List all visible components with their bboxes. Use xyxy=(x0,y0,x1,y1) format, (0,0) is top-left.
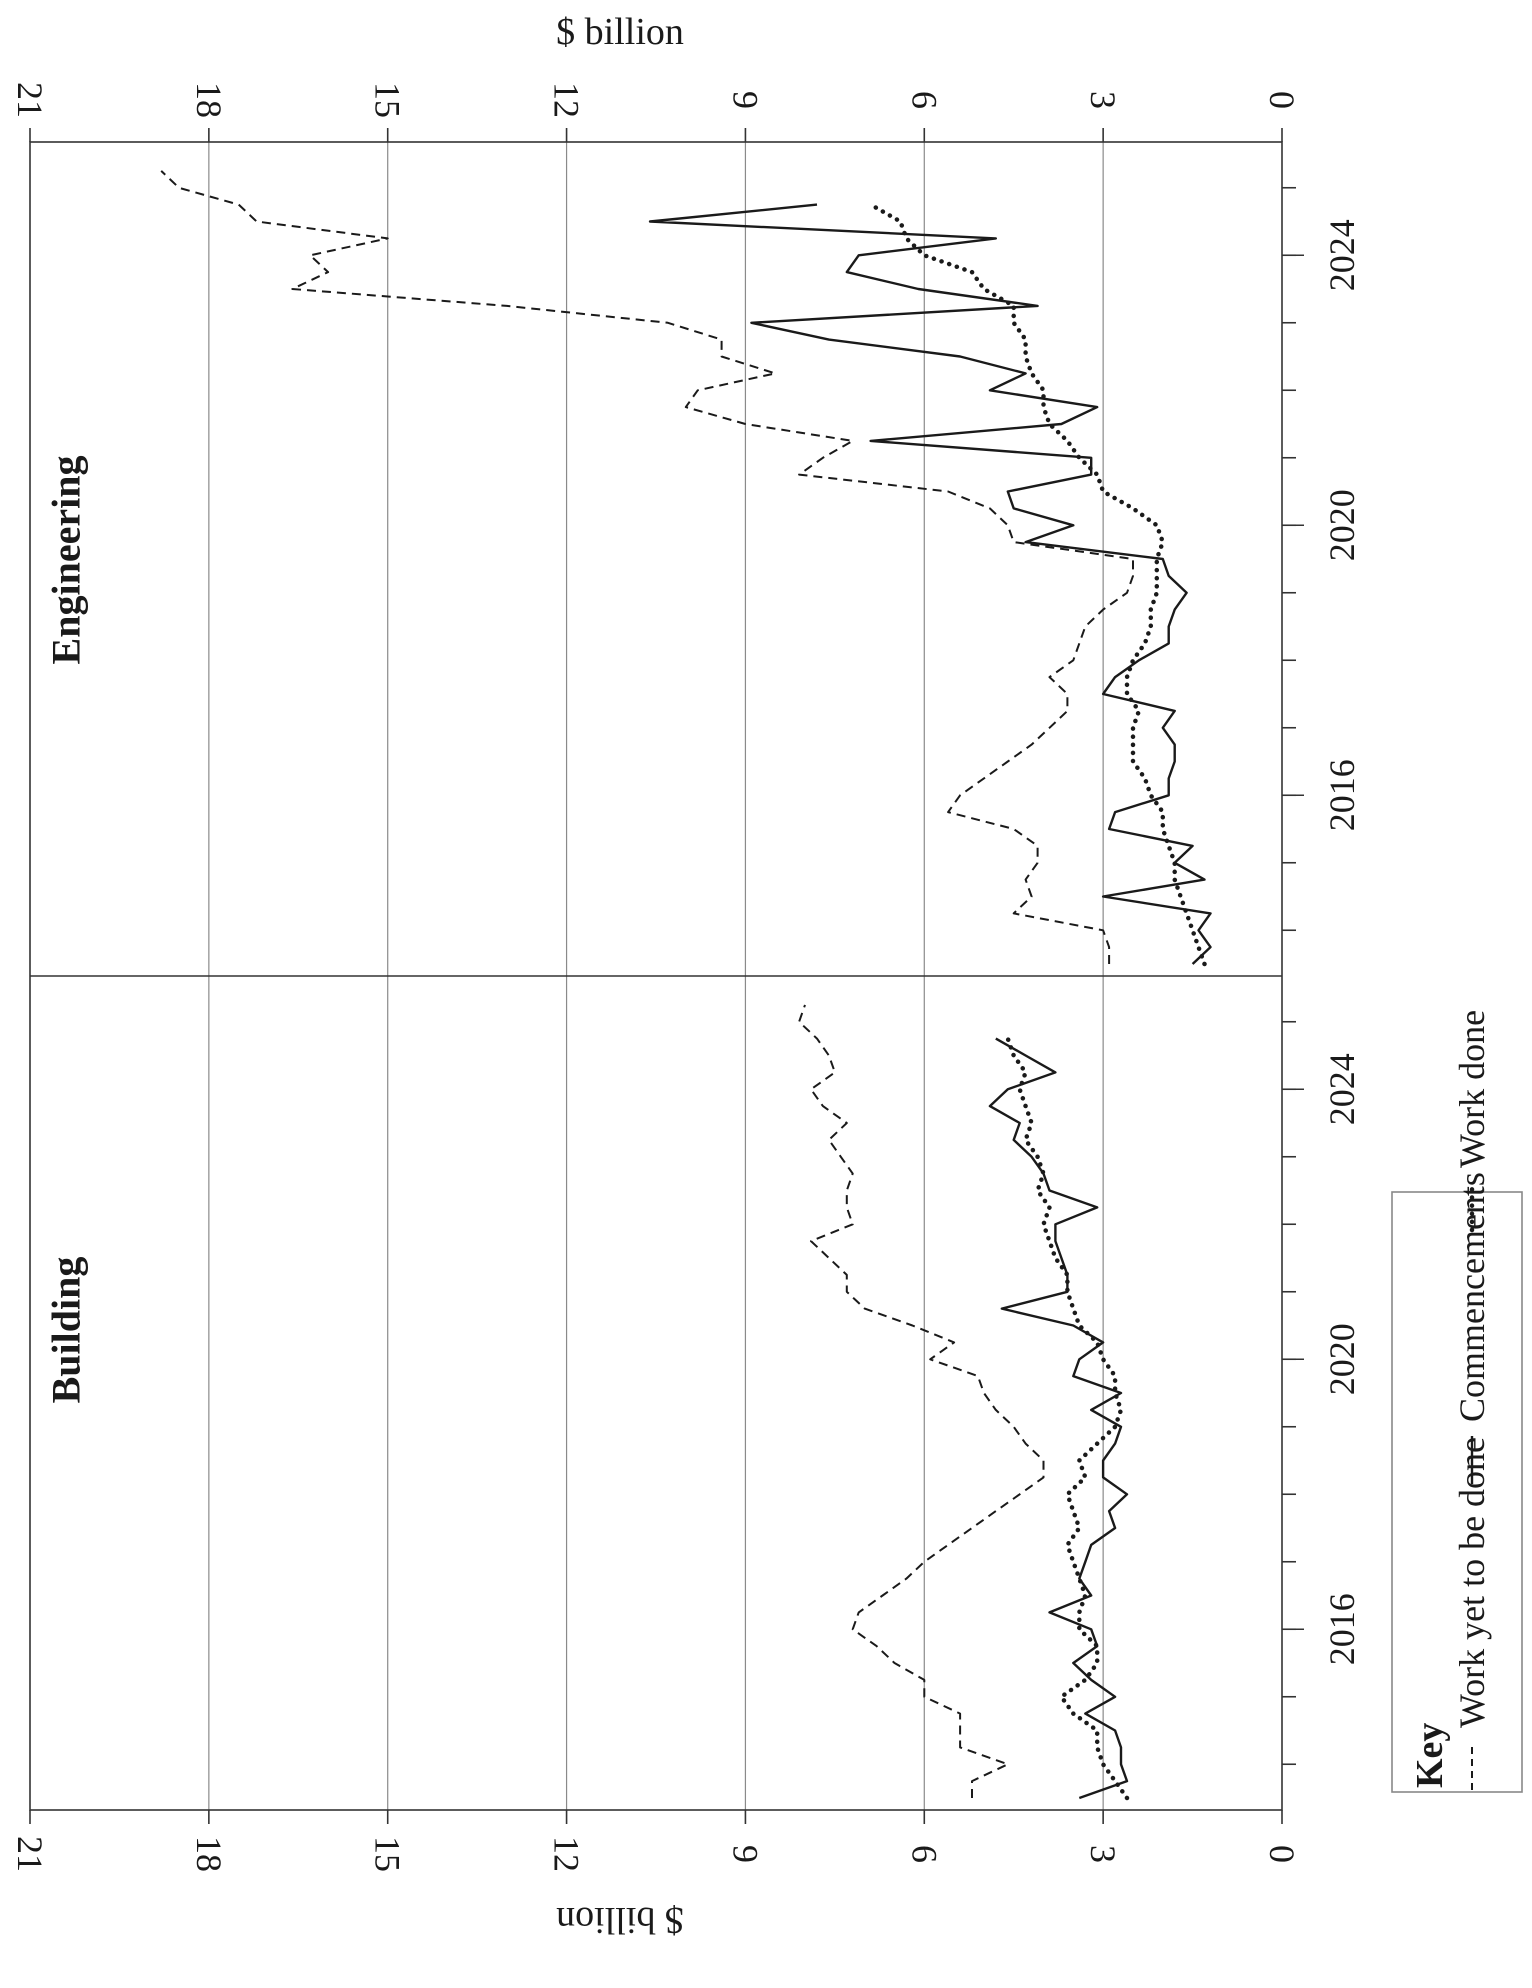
legend-label: Work done xyxy=(1452,1010,1492,1168)
series-lines xyxy=(160,170,1212,1801)
legend-title: Key xyxy=(1409,1723,1451,1788)
plot-frame xyxy=(29,128,1304,1824)
panel-title-building: Building xyxy=(44,1257,89,1404)
engineering-series-work-done xyxy=(868,202,1207,967)
legend-box xyxy=(1391,1191,1523,1793)
value-tick-label-bottom: 21 xyxy=(10,1836,50,1872)
value-tick-label-bottom: 9 xyxy=(725,1845,765,1863)
value-tick-label-top: 12 xyxy=(547,82,587,118)
legend-label: Commencements xyxy=(1452,1172,1492,1422)
time-tick-label: 2024 xyxy=(1322,219,1362,291)
value-tick-label-bottom: 15 xyxy=(368,1836,408,1872)
time-tick-label: 2016 xyxy=(1322,1593,1362,1665)
panel-title-engineering: Engineering xyxy=(44,456,89,665)
building-series-commencements xyxy=(988,1037,1129,1800)
time-tick-label: 2024 xyxy=(1322,1053,1362,1125)
value-tick-label-top: 21 xyxy=(10,82,50,118)
time-tick-label: 2020 xyxy=(1322,489,1362,561)
value-tick-label-top: 3 xyxy=(1083,91,1123,109)
value-tick-label-top: 18 xyxy=(189,82,229,118)
building-series-work-yet-to-be-done xyxy=(798,1004,1045,1798)
value-tick-label-bottom: 3 xyxy=(1083,1845,1123,1863)
value-tick-label-bottom: 6 xyxy=(904,1845,944,1863)
value-axis-title-bottom: $ billion xyxy=(556,1899,684,1941)
value-tick-label-top: 6 xyxy=(904,91,944,109)
building-series-work-done xyxy=(1005,1036,1130,1801)
axis-labels: 0 0 3 3 6 6 9 9 12 12 15 15 18 18 21 21 $ billion $ billi… xyxy=(10,11,1362,1941)
engineering-series-commencements xyxy=(648,203,1212,965)
value-axis-title-top: $ billion xyxy=(556,11,684,53)
value-tick-label-top: 9 xyxy=(725,91,765,109)
time-tick-label: 2016 xyxy=(1322,759,1362,831)
legend-label: Work yet to be done xyxy=(1452,1437,1492,1728)
value-tick-label-bottom: 12 xyxy=(547,1836,587,1872)
time-tick-label: 2020 xyxy=(1322,1323,1362,1395)
value-tick-label-top: 15 xyxy=(368,82,408,118)
engineering-series-work-yet-to-be-done xyxy=(160,170,1134,964)
value-tick-label-top: 0 xyxy=(1262,91,1302,109)
value-tick-label-bottom: 18 xyxy=(189,1836,229,1872)
value-tick-label-bottom: 0 xyxy=(1262,1845,1302,1863)
